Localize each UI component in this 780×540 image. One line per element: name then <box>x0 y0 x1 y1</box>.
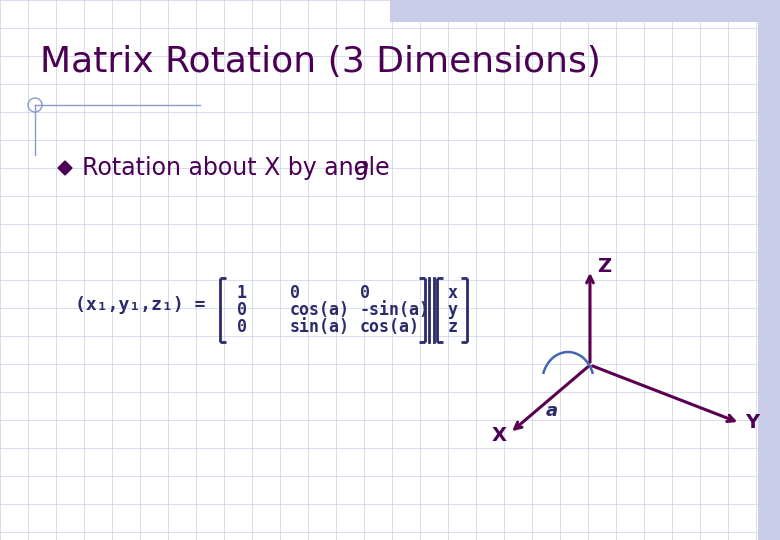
Text: x: x <box>448 284 458 302</box>
Text: 1: 1 <box>237 284 247 302</box>
Text: Matrix Rotation (3 Dimensions): Matrix Rotation (3 Dimensions) <box>40 45 601 79</box>
Text: X: X <box>492 426 507 445</box>
Bar <box>390 0 780 22</box>
Text: cos(a): cos(a) <box>360 318 420 336</box>
Text: sin(a): sin(a) <box>290 318 350 336</box>
Text: Y: Y <box>745 413 759 432</box>
Text: 0: 0 <box>290 284 300 302</box>
Text: y: y <box>448 301 458 319</box>
Text: -sin(a): -sin(a) <box>360 301 430 319</box>
Text: z: z <box>448 318 458 336</box>
Bar <box>758 0 780 540</box>
Text: Rotation about X by angle: Rotation about X by angle <box>82 156 397 180</box>
Polygon shape <box>58 161 72 175</box>
Text: (x₁,y₁,z₁) =: (x₁,y₁,z₁) = <box>75 296 205 314</box>
Text: 0: 0 <box>360 284 370 302</box>
Text: Z: Z <box>597 257 611 276</box>
Text: 0: 0 <box>237 318 247 336</box>
Text: cos(a): cos(a) <box>290 301 350 319</box>
Text: a: a <box>546 402 558 420</box>
Text: 0: 0 <box>237 301 247 319</box>
Text: a: a <box>354 156 368 180</box>
